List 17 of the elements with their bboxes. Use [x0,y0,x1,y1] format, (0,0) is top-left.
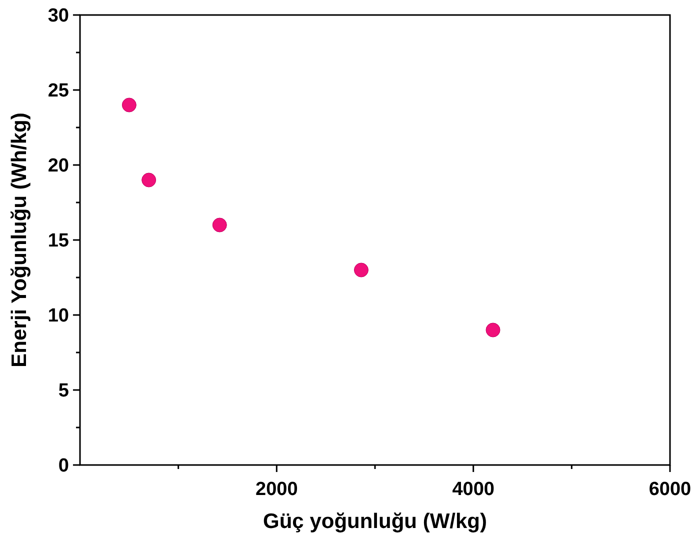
point [212,218,227,232]
y-axis-title: Enerji Yoğunluğu (Wh/kg) [8,112,31,368]
x-tick-label: 6000 [648,479,692,500]
y-tick-label: 30 [48,6,69,27]
y-tick-label: 0 [58,456,69,477]
y-tick-label: 15 [48,230,70,252]
y-tick-label: 20 [48,156,69,177]
x-tick-label: 2000 [256,479,298,500]
x-axis-title: Güç yoğunluğu (W/kg) [263,510,487,533]
point [486,322,500,338]
point [142,172,156,188]
y-tick-label: 25 [48,80,70,102]
y-tick-label: 10 [48,306,69,327]
point [354,262,368,278]
x-tick-label: 4000 [452,479,494,500]
point [122,98,136,112]
y-tick-label: 5 [58,380,70,402]
